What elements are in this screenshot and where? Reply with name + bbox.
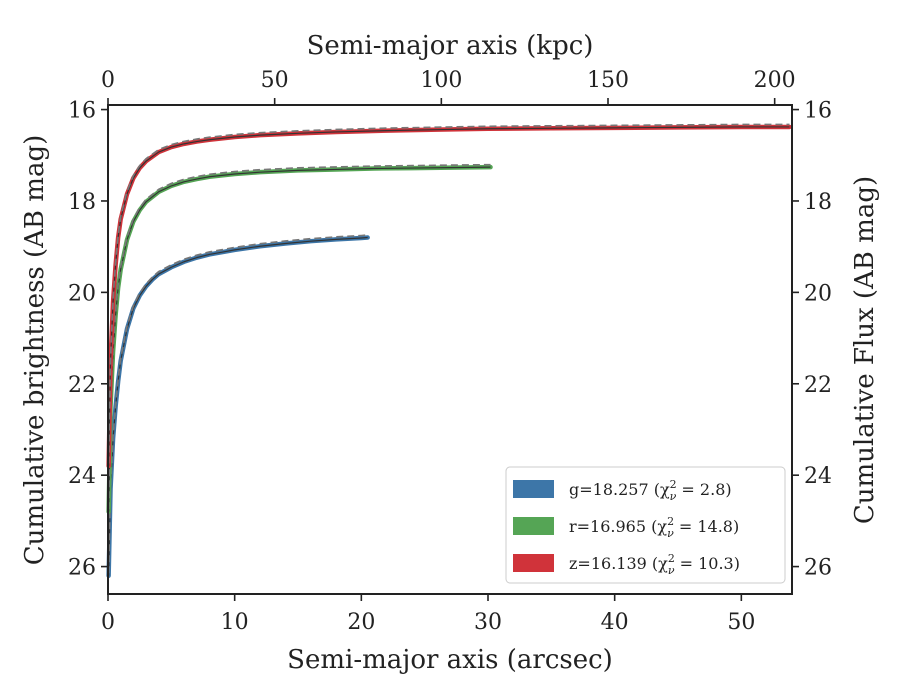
plot-frame: [107, 104, 793, 595]
x-bottom-tick-label: 50: [727, 610, 755, 635]
series-r-line: [106, 164, 493, 514]
y-right-tick-label: 24: [804, 464, 832, 489]
legend: g=18.257 (χ2 ν = 2.8) r=16.965 (χ2 ν = 14.8…: [505, 466, 786, 584]
x-bottom-tick-label: 30: [474, 610, 502, 635]
x-bottom-tick-label: 40: [601, 610, 629, 635]
series-layer: [106, 123, 792, 578]
legend-swatch-g: [513, 480, 554, 498]
x-axis-bottom: 0 10 20 30 40 50: [101, 594, 755, 635]
y-left-tick-label: 26: [68, 556, 96, 581]
series-z-fit-dashed: [107, 123, 790, 464]
y-right-tick-label: 18: [804, 190, 832, 215]
y-axis-left-title: Cumulative brightness (AB mag): [20, 135, 50, 566]
x-axis-bottom-title: Semi-major axis (arcsec): [287, 645, 613, 675]
y-right-tick-label: 22: [804, 373, 832, 398]
y-left-tick-label: 18: [68, 190, 96, 215]
x-bottom-tick-label: 20: [347, 610, 375, 635]
series-r-model-line: [108, 166, 491, 512]
y-right-tick-label: 26: [804, 556, 832, 581]
y-axis-right-title: Cumulative Flux (AB mag): [850, 176, 880, 524]
x-bottom-tick-label: 10: [221, 610, 249, 635]
series-g-fit-dashed: [107, 234, 368, 574]
x-axis-top: 0 50 100 150 200: [101, 68, 796, 105]
y-axis-right: 16 18 20 22 24 26: [792, 99, 832, 581]
y-axis-left: 16 18 20 22 24 26: [68, 99, 108, 581]
plot-area: [106, 104, 793, 595]
x-top-tick-label: 50: [261, 68, 289, 93]
legend-box: [505, 466, 786, 584]
legend-label-g: g=18.257 (χ2 ν = 2.8): [569, 478, 732, 503]
x-top-tick-label: 0: [101, 68, 115, 93]
y-left-tick-label: 20: [68, 281, 96, 306]
x-top-tick-label: 100: [420, 68, 462, 93]
legend-label-z: z=16.139 (χ2 ν = 10.3): [569, 552, 740, 577]
y-left-tick-label: 24: [68, 464, 96, 489]
legend-swatch-r: [513, 517, 554, 535]
y-left-tick-label: 16: [68, 99, 96, 124]
x-top-tick-label: 200: [754, 68, 796, 93]
x-bottom-tick-label: 0: [101, 610, 115, 635]
series-g-line: [106, 235, 370, 578]
y-left-tick-label: 22: [68, 373, 96, 398]
x-axis-top-title: Semi-major axis (kpc): [307, 31, 594, 61]
legend-swatch-z: [513, 554, 554, 572]
series-r-fit-dashed: [107, 163, 491, 510]
legend-label-r: r=16.965 (χ2 ν = 14.8): [569, 515, 739, 540]
y-right-tick-label: 16: [804, 99, 832, 124]
y-right-tick-label: 20: [804, 281, 832, 306]
x-top-tick-label: 150: [587, 68, 629, 93]
series-g-model-line: [108, 236, 368, 576]
